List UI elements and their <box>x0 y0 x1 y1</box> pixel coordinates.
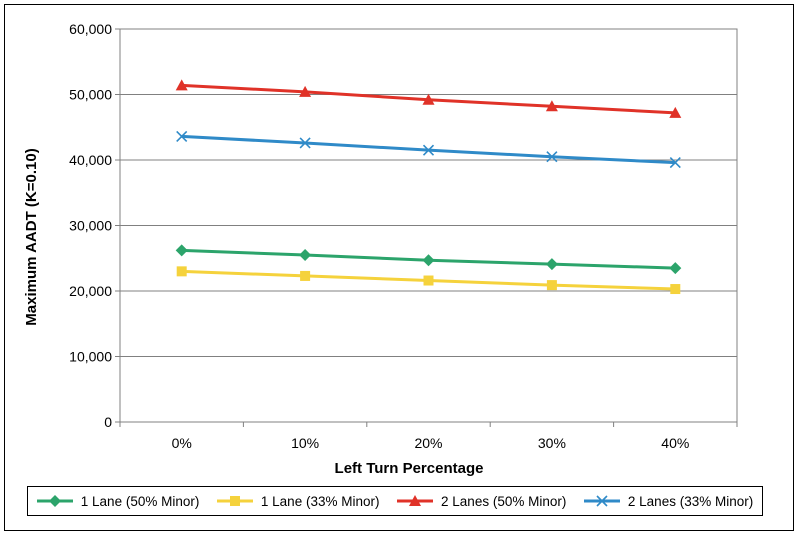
data-point <box>545 258 558 271</box>
data-point <box>176 130 188 142</box>
legend-marker <box>596 495 608 507</box>
legend-swatch <box>583 495 620 507</box>
data-point <box>175 244 188 257</box>
legend-label: 1 Lane (33% Minor) <box>260 493 380 509</box>
gridlines <box>120 94 737 357</box>
data-point <box>669 262 682 275</box>
data-point <box>545 100 558 112</box>
legend-marker <box>48 495 61 507</box>
x-tick-label: 10% <box>291 435 319 451</box>
data-point <box>546 151 558 163</box>
y-axis-ticks: 0 10,000 20,000 30,000 40,000 50,000 60,000 <box>69 21 120 430</box>
legend: 1 Lane (50% Minor) 1 Lane (33% Minor) 2 La… <box>27 486 763 516</box>
legend-item: 1 Lane (50% Minor) <box>36 493 200 509</box>
legend-swatch <box>36 495 73 507</box>
y-tick-label: 60,000 <box>69 21 112 37</box>
y-axis-title: Maximum AADT (K=0.10) <box>23 148 40 325</box>
x-tick-label: 0% <box>172 435 192 451</box>
legend-label: 1 Lane (50% Minor) <box>80 493 200 509</box>
data-point <box>670 284 681 295</box>
series-lines <box>175 79 682 295</box>
data-point <box>422 254 435 267</box>
y-tick-label: 0 <box>104 414 112 430</box>
data-point <box>300 270 311 281</box>
legend-item: 2 Lanes (50% Minor) <box>397 494 566 509</box>
x-axis-ticks: 0% 10% 20% 30% 40% <box>119 422 738 451</box>
legend-item: 2 Lanes (33% Minor) <box>583 493 754 509</box>
chart-frame <box>4 4 794 531</box>
data-point <box>669 157 681 169</box>
series-1 <box>175 244 682 275</box>
legend-label: 2 Lanes (50% Minor) <box>441 493 567 509</box>
x-axis-title: Left Turn Percentage <box>335 460 484 477</box>
data-point <box>175 79 188 91</box>
x-tick-label: 40% <box>661 435 689 451</box>
data-point <box>422 93 435 105</box>
y-tick-label: 30,000 <box>69 218 112 234</box>
legend-label: 2 Lanes (33% Minor) <box>627 493 754 509</box>
y-tick-label: 10,000 <box>69 349 112 365</box>
legend-swatch <box>397 495 434 506</box>
series-4 <box>176 130 681 169</box>
legend-item: 1 Lane (33% Minor) <box>216 493 380 509</box>
x-tick-label: 30% <box>538 435 566 451</box>
y-tick-label: 50,000 <box>69 87 112 103</box>
legend-swatch <box>216 496 253 506</box>
x-tick-label: 20% <box>414 435 442 451</box>
data-point <box>299 137 311 149</box>
y-tick-label: 40,000 <box>69 152 112 168</box>
data-point <box>299 85 312 97</box>
series-3 <box>175 79 682 118</box>
data-point <box>546 280 557 291</box>
series-2 <box>176 266 681 295</box>
data-point <box>422 144 435 156</box>
data-point <box>176 266 187 277</box>
legend-marker <box>409 495 422 506</box>
data-point <box>423 275 434 286</box>
legend-marker <box>229 496 240 506</box>
data-point <box>299 248 312 261</box>
y-tick-label: 20,000 <box>69 283 112 299</box>
data-point <box>669 106 682 118</box>
